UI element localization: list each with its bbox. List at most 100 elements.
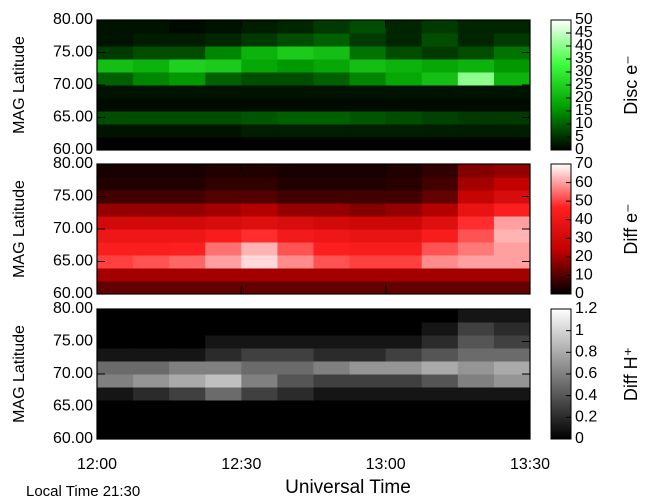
colorbar-tick-label: 0 (575, 285, 584, 302)
heat-cell (385, 20, 423, 34)
heat-cell (313, 309, 351, 323)
colorbar-tick-label: 15 (575, 102, 593, 119)
heat-cell (205, 137, 242, 151)
heat-cell (313, 33, 351, 47)
heat-cell (385, 309, 423, 323)
heat-cell (133, 413, 170, 427)
heat-cell (457, 216, 495, 230)
heat-cell (493, 46, 531, 60)
heat-cell (457, 33, 495, 47)
heat-cell (421, 229, 459, 243)
heat-cell (313, 20, 351, 34)
heat-cell (385, 203, 423, 217)
heat-cell (169, 400, 206, 414)
heat-cell (457, 387, 495, 401)
heat-cell (493, 190, 531, 204)
heat-cell (349, 190, 387, 204)
colorbar-tick-label: 0 (575, 141, 584, 158)
y-tick-label: 65.00 (53, 109, 93, 126)
heat-cell (421, 46, 459, 60)
heat-cell (313, 85, 351, 99)
heat-cell (241, 190, 278, 204)
heat-cell (385, 387, 423, 401)
heat-cell (457, 335, 495, 349)
heat-cell (169, 426, 206, 440)
heat-cell (169, 85, 206, 99)
heat-cell (133, 229, 170, 243)
heat-cell (349, 229, 387, 243)
heat-cell (493, 400, 531, 414)
heat-cell (97, 59, 134, 73)
heat-cell (421, 190, 459, 204)
heat-cell (241, 137, 278, 151)
heat-cell (421, 348, 459, 362)
heat-cell (97, 309, 134, 323)
heat-cell (241, 124, 278, 138)
heat-cell (313, 229, 351, 243)
colorbar-label: Diff H⁺ (621, 347, 641, 401)
heat-cell (421, 268, 459, 282)
heat-cell (133, 85, 170, 99)
y-tick-label: 65.00 (53, 398, 93, 415)
heat-cell (421, 20, 459, 34)
heat-cell (493, 387, 531, 401)
heat-cell (97, 98, 134, 112)
colorbar-tick-label: 35 (575, 50, 593, 67)
x-tick-label: 13:00 (366, 456, 406, 473)
heat-cell (349, 374, 387, 388)
heat-cell (241, 387, 278, 401)
heat-cell (457, 59, 495, 73)
heat-cell (349, 33, 387, 47)
heat-cell (385, 426, 423, 440)
heat-cell (169, 309, 206, 323)
heat-cell (493, 229, 531, 243)
heat-cell (493, 426, 531, 440)
heat-cell (313, 268, 351, 282)
heat-cell (421, 216, 459, 230)
heat-cell (205, 164, 242, 178)
heat-cell (97, 33, 134, 47)
heat-cell (385, 33, 423, 47)
x-tick-label: 13:30 (510, 456, 550, 473)
y-tick-label: 70.00 (53, 365, 93, 382)
heat-cell (205, 335, 242, 349)
heat-cell (421, 426, 459, 440)
heat-cell (421, 413, 459, 427)
heat-cell (385, 400, 423, 414)
heat-cell (313, 72, 351, 86)
heat-cell (421, 322, 459, 336)
heat-cell (493, 242, 531, 256)
heat-cell (241, 413, 278, 427)
y-tick-label: 60.00 (53, 285, 93, 302)
heat-cell (421, 400, 459, 414)
heat-cell (133, 361, 170, 375)
heat-cell (241, 203, 278, 217)
heat-cell (169, 137, 206, 151)
heat-cell (97, 335, 134, 349)
heat-cell (205, 255, 242, 269)
heat-cell (205, 387, 242, 401)
heat-cell (205, 229, 242, 243)
heat-cell (385, 322, 423, 336)
heat-cell (457, 190, 495, 204)
heat-cell (133, 322, 170, 336)
heat-cell (349, 98, 387, 112)
heat-cell (241, 255, 278, 269)
heat-cell (133, 203, 170, 217)
heat-cell (169, 281, 206, 295)
heat-cell (349, 124, 387, 138)
heat-cell (457, 374, 495, 388)
y-tick-label: 75.00 (53, 333, 93, 350)
heat-cell (277, 387, 314, 401)
heat-cell (205, 268, 242, 282)
heat-cell (97, 164, 134, 178)
heat-cell (457, 46, 495, 60)
heat-cell (457, 203, 495, 217)
heat-cell (241, 98, 278, 112)
heat-cell (205, 413, 242, 427)
heat-cell (169, 203, 206, 217)
heat-cell (277, 268, 314, 282)
heat-cell (385, 164, 423, 178)
colorbar-tick-label: 50 (575, 192, 593, 209)
heat-cell (493, 164, 531, 178)
